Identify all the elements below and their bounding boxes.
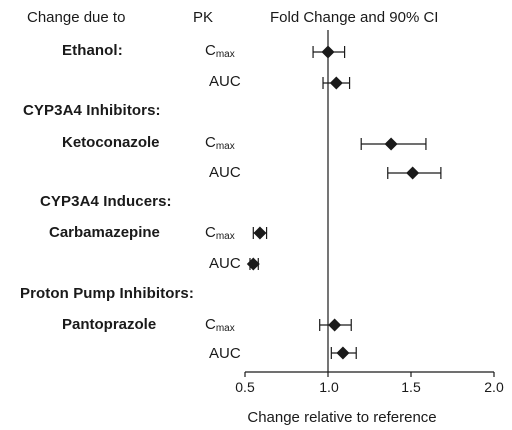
- header-change-due-to: Change due to: [27, 9, 126, 26]
- point-estimate-diamond: [336, 346, 350, 360]
- point-estimate-diamond: [329, 76, 343, 90]
- x-tick-label: 2.0: [484, 379, 504, 395]
- x-tick-label: 1.0: [319, 379, 339, 395]
- x-axis-label: Change relative to reference: [247, 409, 437, 426]
- pk-label-auc: AUC: [209, 345, 241, 362]
- drug-label-pantoprazole: Pantoprazole: [62, 316, 157, 333]
- pk-label-auc: AUC: [209, 73, 241, 90]
- point-estimate-diamond: [246, 257, 260, 271]
- drug-label-carbamazepine: Carbamazepine: [49, 224, 160, 241]
- point-estimate-diamond: [384, 137, 398, 151]
- pk-label-cmax: Cmax: [205, 224, 235, 242]
- x-tick-label: 0.5: [235, 379, 255, 395]
- header-pk: PK: [193, 9, 214, 26]
- drug-label-ketoconazole: Ketoconazole: [62, 134, 160, 151]
- point-estimate-diamond: [406, 166, 420, 180]
- group-label-proton-pump-inhibitors: Proton Pump Inhibitors:: [20, 285, 194, 302]
- pk-label-cmax: Cmax: [205, 134, 235, 152]
- pk-label-auc: AUC: [209, 255, 241, 272]
- group-label-cyp3a4-inducers: CYP3A4 Inducers:: [40, 193, 172, 210]
- point-estimate-diamond: [253, 226, 267, 240]
- group-label-cyp3a4-inhibitors: CYP3A4 Inhibitors:: [23, 102, 161, 119]
- header-fold-change: Fold Change and 90% CI: [270, 9, 439, 26]
- point-estimate-diamond: [321, 45, 335, 59]
- pk-label-auc: AUC: [209, 164, 241, 181]
- pk-label-cmax: Cmax: [205, 42, 235, 60]
- group-label-ethanol: Ethanol:: [62, 42, 123, 59]
- pk-label-cmax: Cmax: [205, 316, 235, 334]
- point-estimate-diamond: [328, 318, 342, 332]
- x-tick-label: 1.5: [401, 379, 421, 395]
